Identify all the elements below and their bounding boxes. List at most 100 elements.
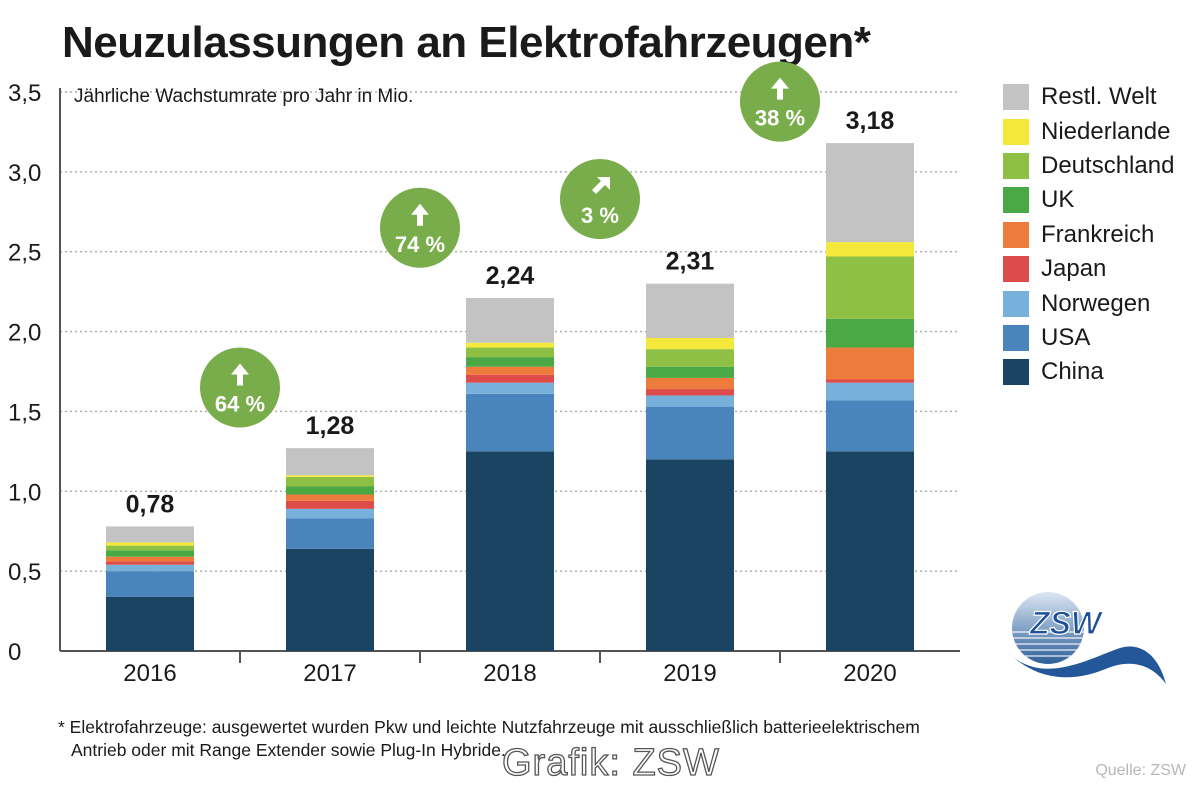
- bar-segment-china-2020: [826, 451, 914, 651]
- chart-title: Neuzulassungen an Elektrofahrzeugen*: [62, 18, 871, 67]
- bar-segment-restl-welt-2020: [826, 143, 914, 243]
- legend-swatch: [1003, 152, 1029, 179]
- bar-segment-japan-2016: [106, 561, 194, 565]
- growth-label: 38 %: [755, 106, 805, 131]
- legend-label: Restl. Welt: [1041, 83, 1157, 111]
- y-tick-label: 0,5: [8, 559, 41, 586]
- footnote-line-1: * Elektrofahrzeuge: ausgewertet wurden P…: [58, 717, 920, 737]
- bar-segment-niederlande-2018: [466, 342, 554, 348]
- bar-segment-usa-2017: [286, 518, 374, 549]
- arrow-up-icon: [231, 363, 249, 386]
- legend-item-china: China: [1003, 355, 1174, 389]
- bar-segment-niederlande-2020: [826, 242, 914, 257]
- bar-segment-norwegen-2019: [646, 395, 734, 407]
- logo-text: ZSW: [1029, 605, 1104, 641]
- growth-label: 64 %: [215, 391, 265, 416]
- bar-segment-deutschland-2019: [646, 349, 734, 367]
- legend: Restl. Welt Niederlande Deutschland UK Frank…: [1003, 80, 1174, 390]
- footnote-line-2: Antrieb oder mit Range Extender sowie Pl…: [71, 740, 506, 760]
- bar-segment-niederlande-2016: [106, 542, 194, 546]
- growth-circle: [380, 187, 460, 268]
- bar-segment-niederlande-2019: [646, 337, 734, 350]
- arrow-up-right-icon: [592, 177, 610, 195]
- logo-globe: [1012, 592, 1084, 664]
- y-tick-label: 1,5: [8, 399, 41, 426]
- growth-circle: [740, 61, 820, 142]
- legend-swatch: [1003, 256, 1029, 283]
- bar-segment-restl-welt-2019: [646, 283, 734, 338]
- bar-segment-uk-2018: [466, 357, 554, 367]
- bar-segment-norwegen-2018: [466, 382, 554, 394]
- bar-segment-china-2019: [646, 459, 734, 651]
- bar-segment-china-2017: [286, 548, 374, 651]
- legend-label: UK: [1041, 186, 1075, 214]
- legend-swatch: [1003, 84, 1029, 111]
- bar-segment-china-2016: [106, 596, 194, 651]
- bar-segment-japan-2017: [286, 500, 374, 509]
- arrow-up-icon: [411, 203, 429, 226]
- bar-total-label: 1,28: [306, 412, 355, 440]
- y-tick-label: 2,0: [8, 320, 41, 347]
- bar-segment-uk-2019: [646, 366, 734, 378]
- y-tick-label: 1,0: [8, 479, 41, 506]
- bar-segment-deutschland-2017: [286, 476, 374, 487]
- bar-chart: 0 0,5 1,0 1,5 2,0 2,5 3,0 3,5 0,78 2016 1,28 2017 2,…: [8, 61, 960, 687]
- logo-globe-lines: [1012, 631, 1084, 657]
- bar-segment-norwegen-2017: [286, 508, 374, 519]
- bar-segment-usa-2019: [646, 406, 734, 460]
- logo-swoosh: [1006, 646, 1166, 684]
- growth-label: 74 %: [395, 232, 445, 257]
- bar-segment-niederlande-2017: [286, 475, 374, 477]
- legend-item-japan: Japan: [1003, 252, 1174, 286]
- legend-swatch: [1003, 221, 1029, 248]
- bar-segment-deutschland-2020: [826, 256, 914, 319]
- bar-segment-frankreich-2019: [646, 377, 734, 390]
- footnote: * Elektrofahrzeuge: ausgewertet wurden P…: [58, 716, 1058, 762]
- x-tick-label: 2016: [123, 660, 176, 687]
- legend-item-norwegen: Norwegen: [1003, 286, 1174, 320]
- growth-circle: [560, 159, 640, 240]
- bar-segment-japan-2020: [826, 379, 914, 383]
- bar-total-label: 2,31: [666, 248, 715, 276]
- legend-label: Norwegen: [1041, 289, 1151, 317]
- bar-segment-china-2018: [466, 451, 554, 651]
- source-label: Quelle: ZSW: [1095, 762, 1186, 779]
- bar-segment-restl-welt-2016: [106, 526, 194, 543]
- bar-segment-frankreich-2016: [106, 556, 194, 562]
- bar-segment-usa-2018: [466, 393, 554, 452]
- bar-total-label: 3,18: [846, 107, 895, 135]
- y-tick-label: 3,5: [8, 80, 41, 107]
- legend-swatch: [1003, 290, 1029, 317]
- legend-label: Frankreich: [1041, 220, 1155, 248]
- chart-subtitle: Jährliche Wachstumrate pro Jahr in Mio.: [74, 86, 414, 107]
- zsw-logo: ZSW: [1006, 592, 1166, 684]
- legend-label: Deutschland: [1041, 151, 1175, 179]
- x-tick-label: 2018: [483, 660, 536, 687]
- bar-segment-japan-2018: [466, 374, 554, 383]
- x-tick-label: 2020: [843, 660, 896, 687]
- bar-segment-deutschland-2016: [106, 545, 194, 551]
- bar-segment-deutschland-2018: [466, 347, 554, 358]
- growth-circle: [200, 347, 280, 428]
- watermark: Grafik: ZSW: [501, 741, 720, 784]
- bar-segment-usa-2020: [826, 400, 914, 452]
- bar-total-label: 0,78: [126, 490, 175, 518]
- arrow-up-icon: [771, 77, 789, 100]
- legend-swatch: [1003, 187, 1029, 214]
- y-tick-label: 2,5: [8, 240, 41, 267]
- bar-segment-uk-2020: [826, 318, 914, 348]
- bar-segment-frankreich-2020: [826, 347, 914, 380]
- legend-swatch: [1003, 359, 1029, 386]
- bar-total-label: 2,24: [486, 262, 535, 290]
- growth-label: 3 %: [581, 203, 619, 228]
- y-tick-label: 3,0: [8, 160, 41, 187]
- legend-item-frankreich: Frankreich: [1003, 218, 1174, 252]
- bar-segment-norwegen-2020: [826, 382, 914, 401]
- bar-segment-frankreich-2018: [466, 366, 554, 375]
- legend-swatch: [1003, 118, 1029, 145]
- legend-item-deutschland: Deutschland: [1003, 149, 1174, 183]
- legend-item-niederlande: Niederlande: [1003, 114, 1174, 148]
- bar-segment-usa-2016: [106, 571, 194, 597]
- bar-segment-uk-2016: [106, 550, 194, 557]
- legend-item-usa: USA: [1003, 321, 1174, 355]
